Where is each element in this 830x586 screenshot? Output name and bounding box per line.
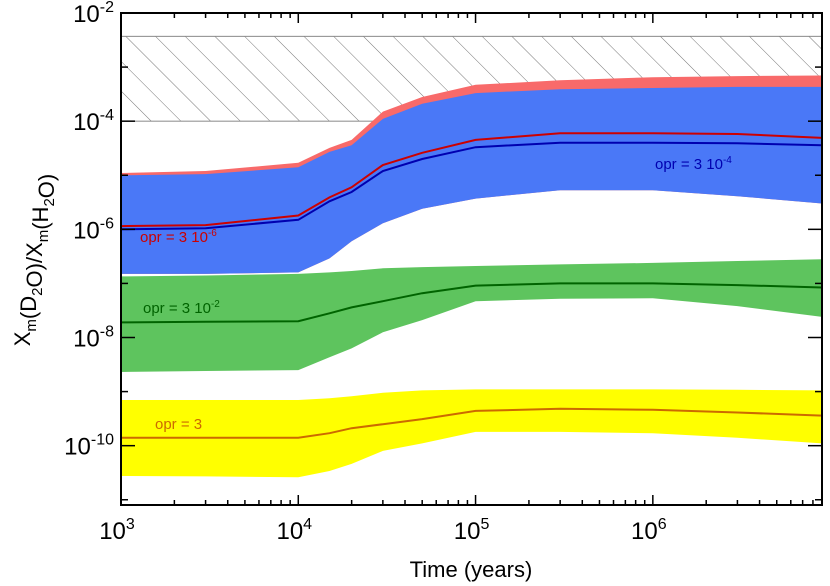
band-3 <box>121 389 822 478</box>
series-label-opr-3e-2: opr = 3 10-2 <box>143 299 220 317</box>
x-tick-label: 105 <box>454 516 490 545</box>
x-tick-label: 106 <box>631 516 667 545</box>
series-label-opr-3e-6: opr = 3 10-6 <box>140 228 217 246</box>
plot-frame <box>120 12 823 506</box>
axes: 103 104 105 106 10-2 10-4 10-6 10-8 10-10 <box>64 0 823 545</box>
x-axis-label: Time (years) <box>410 557 533 582</box>
series-line-0 <box>121 132 822 228</box>
y-tick-label: 10-8 <box>73 324 114 353</box>
series-line-1 <box>121 141 822 231</box>
series-label-opr-3e-4: opr = 3 10-4 <box>655 155 732 173</box>
band-2 <box>121 259 822 372</box>
x-tick-label: 104 <box>276 516 312 545</box>
series-label-opr-3: opr = 3 <box>155 416 202 433</box>
series-labels: opr = 3 10-6 opr = 3 10-4 opr = 3 10-2 o… <box>140 155 732 433</box>
series-line-2 <box>121 282 822 324</box>
bands <box>121 75 822 478</box>
x-tick-label: 103 <box>99 516 135 545</box>
y-tick-label: 10-6 <box>73 215 114 244</box>
series-lines <box>121 132 822 439</box>
y-tick-label: 10-10 <box>64 432 114 461</box>
y-axis-label: Xm(D2O)/Xm(H2O) <box>10 174 59 347</box>
y-tick-label: 10-4 <box>73 107 114 136</box>
series-line-3 <box>121 407 822 439</box>
y-tick-label: 10-2 <box>73 0 114 28</box>
